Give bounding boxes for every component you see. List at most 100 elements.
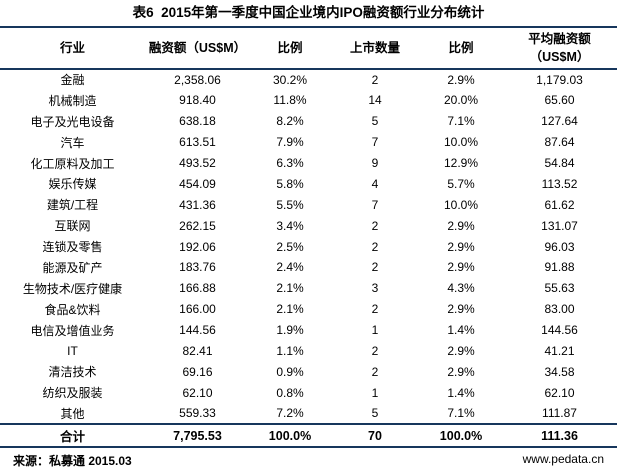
table-cell: 2.1% [276, 281, 304, 296]
table-row: 连锁及零售 192.06 2.5% 2 2.9% 96.03 [0, 236, 617, 257]
table-cell: 61.62 [544, 197, 575, 212]
total-cell: 111.36 [502, 423, 617, 449]
table-cell: 65.60 [544, 93, 575, 108]
table-cell: 5 [371, 114, 379, 129]
total-cell: 100.0% [420, 423, 502, 449]
table-cell: 2 [371, 344, 379, 359]
table-cell: 化工原料及加工 [30, 156, 115, 171]
table-cell: 83.00 [544, 302, 575, 317]
table-cell: 能源及矿产 [42, 260, 103, 275]
table-cell: 2.9% [447, 302, 475, 317]
table-cell: 144.56 [541, 323, 578, 338]
table-cell: 7.2% [276, 406, 304, 421]
table-cell: 食品&饮料 [44, 302, 101, 317]
table-cell: 918.40 [179, 93, 216, 108]
table-row: 电信及增值业务 144.56 1.9% 1 1.4% 144.56 [0, 320, 617, 341]
table-cell: 12.9% [443, 156, 479, 170]
table-cell: 4 [371, 176, 379, 191]
table-cell: 生物技术/医疗健康 [22, 281, 123, 296]
table-title: 表6 2015年第一季度中国企业境内IPO融资额行业分布统计 [132, 5, 485, 20]
table-cell: 131.07 [541, 218, 578, 233]
table-cell: 其他 [60, 406, 85, 421]
table-cell: 汽车 [60, 135, 85, 150]
total-label: 合计 [0, 423, 145, 449]
table-cell: 1.4% [447, 323, 475, 338]
table-cell: 7 [371, 135, 379, 150]
table-cell: 2 [371, 72, 379, 87]
table-cell: 1.1% [276, 344, 304, 359]
table-cell: 7.9% [276, 135, 304, 150]
table-cell: 0.9% [276, 364, 304, 379]
table-cell: 559.33 [179, 406, 216, 421]
website-link[interactable]: www.pedata.cn [522, 452, 604, 467]
table-cell: 20.0% [443, 93, 479, 108]
table-cell: 111.87 [542, 406, 577, 421]
table-row: IT 82.41 1.1% 2 2.9% 41.21 [0, 341, 617, 362]
table-cell: 55.63 [544, 281, 575, 296]
table-cell: 7 [371, 197, 379, 212]
table-cell: 166.88 [179, 281, 216, 296]
table-cell: 5.7% [447, 176, 475, 191]
table-cell: 69.16 [182, 364, 213, 379]
table-cell: 0.8% [276, 385, 304, 400]
table-cell: 10.0% [443, 197, 479, 212]
table-cell: 连锁及零售 [42, 240, 103, 255]
table-cell: 96.03 [544, 239, 575, 254]
table-row: 互联网 262.15 3.4% 2 2.9% 131.07 [0, 215, 617, 236]
table-cell: 8.2% [276, 114, 304, 129]
table-row: 能源及矿产 183.76 2.4% 2 2.9% 91.88 [0, 257, 617, 278]
table-cell: 互联网 [54, 219, 91, 234]
table-cell: 144.56 [179, 323, 216, 338]
table-row: 纺织及服装 62.10 0.8% 1 1.4% 62.10 [0, 382, 617, 403]
table-cell: 638.18 [179, 114, 216, 129]
table-cell: 82.41 [182, 344, 213, 359]
source-note: 来源：私募通 2015.03 [13, 454, 132, 468]
table-cell: 2.9% [447, 218, 475, 233]
table-body: 金融 2,358.06 30.2% 2 2.9% 1,179.03 机械制造 918.40 11… [0, 69, 617, 424]
table-row: 机械制造 918.40 11.8% 14 20.0% 65.60 [0, 90, 617, 111]
table-cell: 431.36 [179, 197, 216, 212]
table-cell: 2.9% [447, 260, 475, 275]
table-cell: 34.58 [544, 364, 575, 379]
table-row: 清洁技术 69.16 0.9% 2 2.9% 34.58 [0, 361, 617, 382]
table-cell: 613.51 [179, 135, 216, 150]
table-cell: 3.4% [276, 218, 304, 233]
table-cell: 4.3% [447, 281, 475, 296]
table-cell: 2,358.06 [174, 72, 221, 87]
col-header-listing-count: 上市数量 [330, 26, 420, 70]
table-cell: 41.21 [544, 344, 575, 359]
table-cell: 2.4% [276, 260, 304, 275]
table-cell: 14 [368, 93, 382, 108]
table-row: 化工原料及加工 493.52 6.3% 9 12.9% 54.84 [0, 153, 617, 174]
header-row: 行业 融资额（US$M） 比例 上市数量 比例 平均融资额 （US$M） [0, 26, 617, 70]
table-cell: 1.4% [447, 385, 475, 400]
table-cell: 机械制造 [48, 93, 97, 108]
table-cell: 6.3% [276, 156, 304, 170]
table-cell: 54.84 [544, 156, 575, 170]
table-cell: 11.8% [273, 93, 307, 108]
table-cell: 62.10 [182, 385, 213, 400]
table-cell: 454.09 [179, 176, 216, 191]
table-cell: 10.0% [443, 135, 479, 150]
table-row: 电子及光电设备 638.18 8.2% 5 7.1% 127.64 [0, 111, 617, 132]
table-cell: 7.1% [447, 406, 475, 421]
table-cell: 1 [371, 323, 379, 338]
table-row: 生物技术/医疗健康 166.88 2.1% 3 4.3% 55.63 [0, 278, 617, 299]
table-cell: 2.9% [447, 72, 475, 87]
table-cell: 91.88 [544, 260, 575, 275]
table-cell: 2 [371, 302, 379, 317]
table-row: 建筑/工程 431.36 5.5% 7 10.0% 61.62 [0, 194, 617, 215]
col-header-average-amount: 平均融资额 （US$M） [502, 26, 617, 70]
total-cell: 100.0% [250, 423, 330, 449]
table-cell: 87.64 [544, 135, 575, 150]
table-cell: 2 [371, 218, 379, 233]
col-header-industry: 行业 [0, 26, 145, 70]
table-cell: 113.52 [541, 176, 578, 191]
total-cell: 7,795.53 [145, 423, 250, 449]
table-row: 其他 559.33 7.2% 5 7.1% 111.87 [0, 403, 617, 424]
table-row: 食品&饮料 166.00 2.1% 2 2.9% 83.00 [0, 299, 617, 320]
table-cell: 2 [371, 260, 379, 275]
table-cell: 金融 [60, 73, 85, 88]
table-cell: 1.9% [276, 323, 304, 338]
